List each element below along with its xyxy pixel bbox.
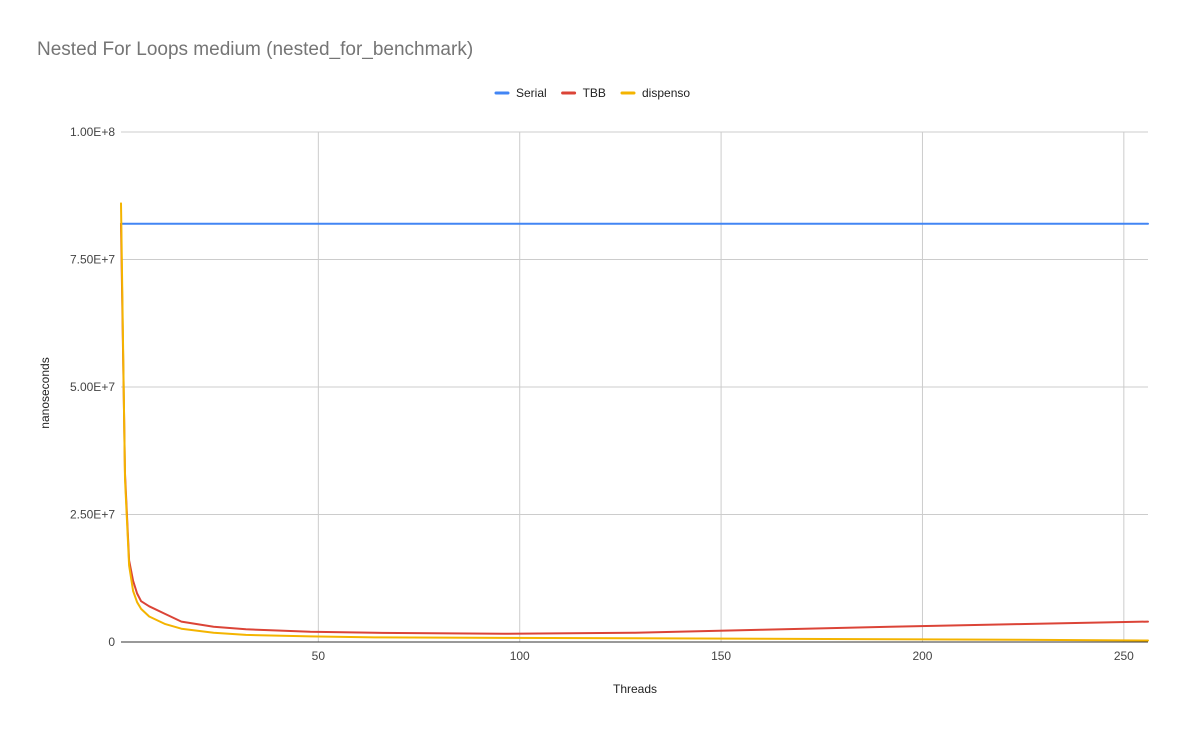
y-tick-label: 7.50E+7 [70, 253, 115, 267]
legend-label: Serial [516, 86, 547, 100]
legend-item-serial: Serial [494, 86, 547, 100]
y-axis-ticks: 0 2.50E+7 5.00E+7 7.50E+7 1.00E+8 [70, 125, 115, 649]
x-tick-label: 200 [912, 649, 932, 663]
legend-label: TBB [583, 86, 606, 100]
y-axis-title: nanoseconds [38, 357, 52, 428]
legend-item-tbb: TBB [561, 86, 606, 100]
y-tick-label: 2.50E+7 [70, 508, 115, 522]
series-lines [120, 202, 1149, 642]
y-tick-label: 0 [108, 635, 115, 649]
legend-item-dispenso: dispenso [620, 86, 690, 100]
x-tick-label: 100 [510, 649, 530, 663]
x-tick-label: 250 [1114, 649, 1134, 663]
y-tick-label: 1.00E+8 [70, 125, 115, 139]
series-line-dispenso [120, 202, 1149, 642]
series-line-tbb [120, 222, 1149, 635]
x-tick-label: 50 [312, 649, 326, 663]
x-tick-label: 150 [711, 649, 731, 663]
x-axis-title: Threads [613, 682, 657, 696]
gridlines [121, 131, 1148, 642]
chart-title: Nested For Loops medium (nested_for_benc… [37, 39, 473, 60]
legend-label: dispenso [642, 86, 690, 100]
y-tick-label: 5.00E+7 [70, 380, 115, 394]
x-axis-ticks: 50 100 150 200 250 [312, 649, 1135, 663]
legend: Serial TBB dispenso [494, 86, 690, 100]
